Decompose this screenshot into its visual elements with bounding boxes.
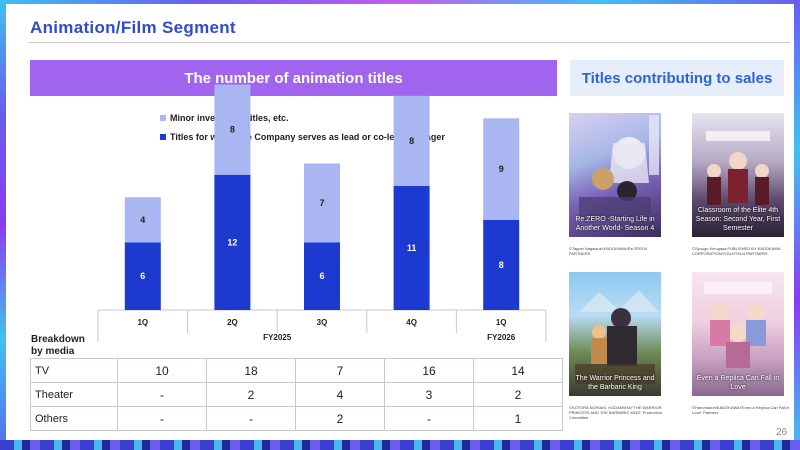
x-tick-label-4: 4Q bbox=[406, 318, 417, 327]
x-group-label-1: FY2025 bbox=[263, 333, 292, 342]
table-cell: 4 bbox=[296, 383, 385, 407]
x-tick-label-2: 2Q bbox=[227, 318, 238, 327]
poster-warrior-princess-credit: ©KOTORA NORIAKI, KODANSHA/"THE WARRIOR P… bbox=[569, 405, 667, 420]
x-tick-label-1: 1Q bbox=[137, 318, 148, 327]
table-cell: 16 bbox=[385, 359, 474, 383]
table-cell: 18 bbox=[207, 359, 296, 383]
poster-warrior-princess: The Warrior Princess and the Barbaric Ki… bbox=[569, 272, 661, 396]
table-row-others: Others - - 2 - 1 bbox=[31, 407, 563, 431]
data-label-minor-1: 4 bbox=[140, 215, 145, 225]
media-breakdown-table: TV 10 18 7 16 14 Theater - 2 4 3 2 Other… bbox=[30, 358, 563, 431]
poster-rezero: Re:ZERO -Starting Life in Another World-… bbox=[569, 113, 661, 237]
table-row-tv: TV 10 18 7 16 14 bbox=[31, 359, 563, 383]
x-tick-label-3: 3Q bbox=[317, 318, 328, 327]
row-label: TV bbox=[31, 359, 118, 383]
breakdown-label: Breakdown by media bbox=[31, 334, 85, 358]
table-cell: 10 bbox=[118, 359, 207, 383]
breakdown-label-line1: Breakdown bbox=[31, 334, 85, 346]
poster-even-a-replica-caption: Even a Replica Can Fall in Love bbox=[692, 374, 784, 392]
table-cell: 1 bbox=[474, 407, 563, 431]
poster-classroom-elite: Classroom of the Elite 4th Season: Secon… bbox=[692, 113, 784, 237]
table-cell: 3 bbox=[385, 383, 474, 407]
breakdown-label-line2: by media bbox=[31, 346, 85, 358]
poster-even-a-replica-credit: ©Harumadori/KADOKAWA/"Even a Replica Can… bbox=[692, 405, 790, 415]
table-cell: 2 bbox=[207, 383, 296, 407]
data-label-lead-5: 8 bbox=[499, 260, 504, 270]
x-tick-label-5: 1Q bbox=[496, 318, 507, 327]
data-label-lead-4: 11 bbox=[407, 243, 417, 253]
x-group-label-2: FY2026 bbox=[487, 333, 516, 342]
table-row-theater: Theater - 2 4 3 2 bbox=[31, 383, 563, 407]
poster-warrior-princess-caption: The Warrior Princess and the Barbaric Ki… bbox=[569, 374, 661, 392]
data-label-lead-2: 12 bbox=[227, 237, 237, 247]
poster-classroom-elite-credit: ©Syougo Kinugasa,PUBLISHED BY KADOKAWA C… bbox=[692, 246, 790, 256]
data-label-minor-3: 7 bbox=[319, 198, 324, 208]
poster-even-a-replica: Even a Replica Can Fall in Love bbox=[692, 272, 784, 396]
data-label-minor-2: 8 bbox=[230, 125, 235, 135]
table-cell: 14 bbox=[474, 359, 563, 383]
data-label-minor-4: 8 bbox=[409, 136, 414, 146]
poster-rezero-caption: Re:ZERO -Starting Life in Another World-… bbox=[569, 215, 661, 233]
data-label-lead-3: 6 bbox=[319, 271, 324, 281]
table-cell: 2 bbox=[474, 383, 563, 407]
table-cell: 2 bbox=[296, 407, 385, 431]
table-cell: - bbox=[207, 407, 296, 431]
table-cell: - bbox=[118, 383, 207, 407]
table-cell: - bbox=[385, 407, 474, 431]
table-cell: 7 bbox=[296, 359, 385, 383]
row-label: Others bbox=[31, 407, 118, 431]
poster-classroom-elite-caption: Classroom of the Elite 4th Season: Secon… bbox=[692, 206, 784, 233]
poster-rezero-credit: ©Tappei Nagatsuki,KADOKAWA/Re:ZERO4 PART… bbox=[569, 246, 667, 256]
data-label-minor-5: 9 bbox=[499, 164, 504, 174]
row-label: Theater bbox=[31, 383, 118, 407]
table-cell: - bbox=[118, 407, 207, 431]
page-number: 26 bbox=[776, 427, 787, 438]
data-label-lead-1: 6 bbox=[140, 271, 145, 281]
